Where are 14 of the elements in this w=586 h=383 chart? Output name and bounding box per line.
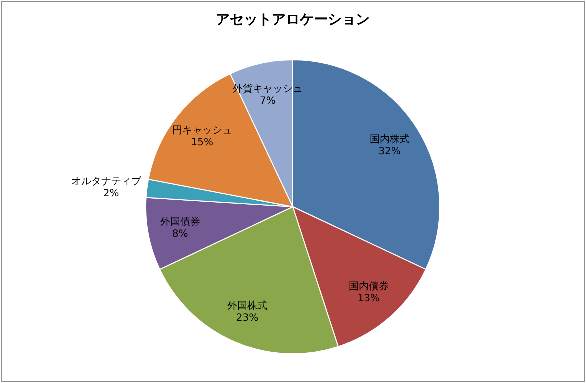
data-label: 2%	[103, 188, 120, 200]
slice-label: オルタナティブ	[71, 176, 142, 188]
data-label: 8%	[172, 229, 188, 240]
slice-label: 国内株式	[370, 133, 410, 146]
data-label: 13%	[358, 294, 380, 305]
slice-label: 外国株式	[227, 300, 268, 312]
slice-label: 外国債券	[160, 216, 200, 228]
slice-label: 国内債券	[348, 280, 389, 293]
data-label: 15%	[191, 137, 214, 148]
slice-label: 円キャッシュ	[172, 125, 232, 136]
data-label: 32%	[378, 146, 401, 158]
data-label: 23%	[236, 312, 259, 324]
data-label: 7%	[260, 96, 276, 107]
chart-title: アセットアロケーション	[216, 12, 370, 28]
